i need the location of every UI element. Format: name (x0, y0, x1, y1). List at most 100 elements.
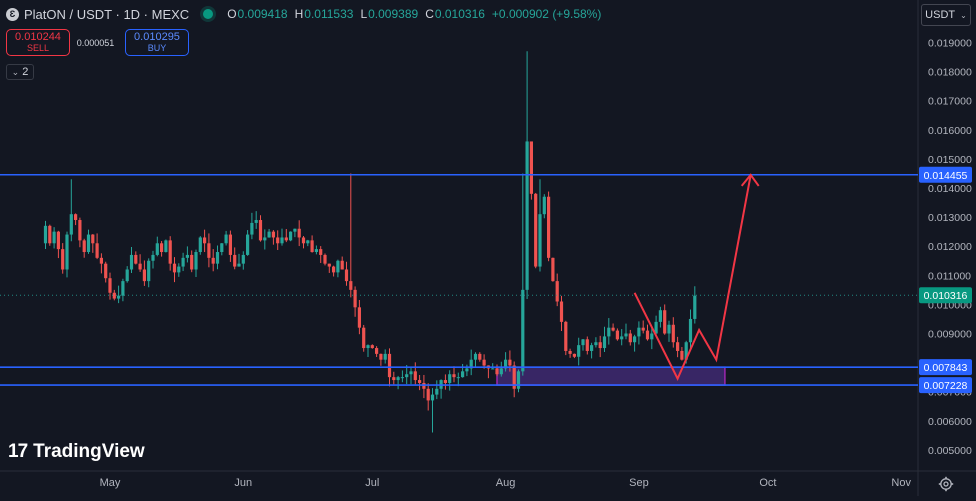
symbol-title[interactable]: PlatON / USDT · 1D · MEXC (24, 6, 190, 22)
candle-down (349, 173, 353, 298)
candle-up (405, 365, 409, 385)
candle-down (108, 272, 112, 300)
candle-up (521, 173, 525, 376)
last-price-tag[interactable]: 0.010316 (919, 287, 972, 304)
time-tick-label: Nov (891, 477, 911, 489)
candle-up (224, 230, 228, 246)
candle-down (370, 344, 374, 349)
candle-body (366, 345, 370, 349)
candle-down (332, 265, 336, 277)
candle-body (676, 342, 680, 351)
candle-body (276, 237, 280, 244)
time-axis[interactable]: May Jun Jul Aug Sep Oct Nov (100, 477, 912, 489)
candle-up (516, 369, 521, 393)
candle-down (99, 253, 103, 274)
level-price-tag[interactable]: 0.014455 (919, 166, 972, 183)
candle-body (69, 214, 73, 235)
price-tick-label: 0.012000 (928, 241, 972, 253)
candle-body (473, 353, 478, 360)
chevron-down-icon: ⌄ (960, 10, 967, 20)
candle-down (310, 235, 314, 253)
candle-body (628, 333, 632, 343)
candle-down (357, 300, 361, 335)
candle-body (340, 260, 344, 270)
candle-body (529, 141, 533, 194)
candle-down (559, 295, 564, 332)
candle-body (448, 374, 452, 383)
candle-body (297, 228, 301, 238)
candle-down (422, 374, 426, 399)
sell-label: SELL (26, 42, 50, 53)
candle-up (400, 370, 404, 383)
currency-select[interactable]: USDT ⌄ (921, 4, 971, 26)
projection-arrow[interactable] (633, 173, 760, 381)
gear-icon[interactable] (938, 476, 954, 492)
candle-down (340, 256, 344, 270)
candle-up (469, 349, 473, 376)
candle-up (607, 318, 611, 345)
candle-body (684, 342, 688, 360)
price-tick-label: 0.013000 (928, 212, 972, 224)
candle-down (392, 371, 396, 385)
candle-up (590, 342, 594, 359)
price-tick-label: 0.006000 (928, 416, 972, 428)
candle-up (289, 231, 293, 242)
price-tag-bg (919, 377, 972, 394)
level-price-tag[interactable]: 0.007228 (919, 377, 972, 394)
candle-down (676, 336, 680, 358)
candle-body (577, 345, 581, 357)
market-open-icon (203, 9, 214, 19)
candle-down (104, 261, 108, 283)
candle-body (344, 269, 349, 282)
arrow-head[interactable] (740, 173, 760, 187)
tradingview-logo[interactable]: 17 TradingView (8, 441, 145, 463)
candle-body (633, 336, 637, 343)
candle-body (413, 371, 417, 381)
candle-down (203, 229, 207, 253)
sell-button[interactable]: 0.010244 SELL (6, 29, 70, 56)
candle-body (168, 240, 172, 264)
time-tick-label: Jun (234, 477, 252, 489)
indicators-toggle-button[interactable]: ⌄ 2 (6, 64, 34, 80)
candle-up (396, 375, 400, 390)
support-zone[interactable] (496, 366, 726, 386)
candle-up (267, 228, 271, 238)
candle-body (650, 333, 654, 340)
candle-up (538, 179, 542, 272)
price-axis[interactable]: 0.019000 0.018000 0.017000 0.016000 0.015000… (919, 38, 972, 457)
candle-body (284, 237, 288, 241)
candle-body (48, 225, 52, 244)
level-lines[interactable] (0, 173, 918, 386)
projection-path[interactable] (633, 174, 752, 381)
ohlc-change: +0.000902 (+9.58%) (491, 7, 602, 21)
candle-up (658, 306, 662, 328)
candle-body (104, 263, 108, 279)
support-zone-box[interactable] (496, 366, 726, 386)
candle-down (172, 257, 177, 283)
buy-button[interactable]: 0.010295 BUY (125, 29, 189, 56)
ohlc-values: O0.009418 H0.011533 L0.009389 C0.010316 … (227, 7, 601, 21)
candle-body (215, 252, 220, 264)
candle-down (547, 191, 551, 262)
ohlc-high: H0.011533 (294, 7, 354, 21)
candle-up (263, 229, 267, 250)
candle-down (160, 241, 164, 257)
buy-price: 0.010295 (134, 31, 180, 43)
candle-up (147, 258, 151, 288)
ohlc-low: L0.009389 (360, 7, 419, 21)
level-price-tag[interactable]: 0.007843 (919, 359, 972, 376)
candle-down (572, 353, 576, 359)
candle-body (654, 321, 658, 334)
candle-body (645, 330, 650, 340)
candle-body (465, 368, 469, 372)
candle-down (568, 348, 572, 358)
candle-up (306, 239, 310, 247)
candle-body (293, 228, 297, 232)
tradingview-mark-icon: 17 (8, 441, 28, 462)
candle-up (383, 349, 387, 364)
candle-down (426, 383, 430, 411)
candle-body (396, 377, 400, 381)
candle-up (117, 285, 121, 304)
candle-body (680, 350, 684, 360)
